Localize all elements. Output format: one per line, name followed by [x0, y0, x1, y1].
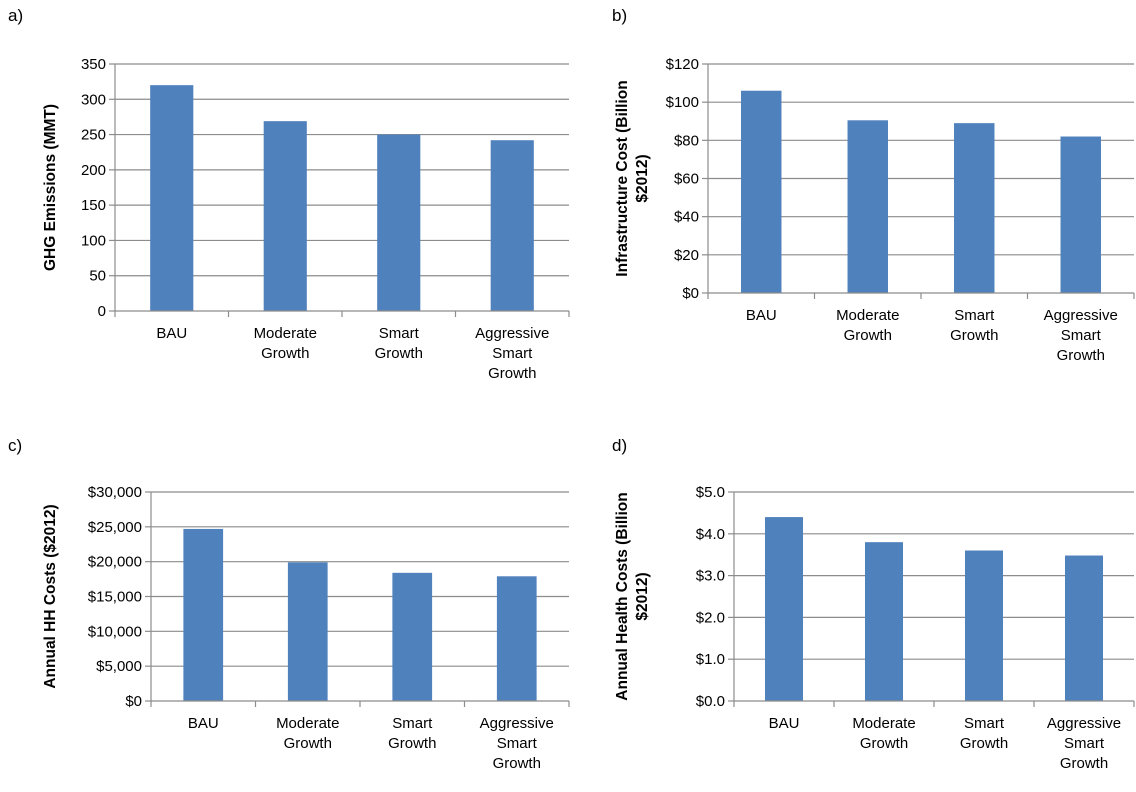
bar [496, 576, 537, 701]
category-label: Moderate Growth [276, 715, 339, 752]
bar [183, 528, 224, 701]
category-label: Aggressive Smart Growth [475, 325, 549, 382]
category-label: Smart Growth [950, 307, 998, 344]
panel-label-b: b) [612, 6, 628, 25]
category-label: BAU [188, 715, 219, 732]
panel-label-d: d) [612, 436, 628, 455]
y-tick-label: $3.0 [696, 568, 725, 585]
category-label: Moderate Growth [852, 715, 915, 752]
bar [490, 140, 534, 311]
category-label: Smart Growth [375, 325, 423, 362]
bar [847, 120, 888, 293]
bar [287, 562, 328, 701]
y-tick-label: $100 [666, 94, 699, 111]
category-label: Moderate Growth [836, 307, 899, 344]
y-tick-label: 250 [81, 127, 106, 144]
bar [150, 85, 194, 312]
panel-label-c: c) [8, 436, 23, 455]
bar [1065, 555, 1103, 701]
category-label: BAU [746, 307, 777, 324]
y-tick-label: $0 [682, 285, 699, 302]
y-tick-label: 100 [81, 232, 106, 249]
y-tick-label: 200 [81, 162, 106, 179]
y-tick-label: $0.0 [696, 693, 725, 710]
y-axis-title: Annual Health Costs (Billion $2012) [614, 492, 651, 700]
y-tick-label: $120 [666, 56, 699, 73]
y-tick-label: $20 [674, 247, 699, 264]
bar [865, 542, 903, 701]
category-label: Moderate Growth [254, 325, 317, 362]
bar [392, 572, 433, 701]
bar [965, 550, 1003, 701]
y-tick-label: $15,000 [88, 589, 142, 606]
y-tick-label: $20,000 [88, 554, 142, 571]
category-label: Smart Growth [388, 715, 436, 752]
y-tick-label: 150 [81, 197, 106, 214]
y-axis-title: GHG Emissions (MMT) [42, 104, 59, 271]
bar [741, 90, 782, 293]
category-label: BAU [769, 715, 800, 732]
y-tick-label: $2.0 [696, 609, 725, 626]
category-label: Aggressive Smart Growth [1047, 715, 1121, 772]
y-tick-label: $30,000 [88, 484, 142, 501]
y-tick-label: 300 [81, 91, 106, 108]
chart-b: $0 $20 $40 $60 $80 $100 $120 BAU Moderate Growth S… [614, 56, 1135, 364]
y-tick-label: $1.0 [696, 651, 725, 668]
y-tick-label: $10,000 [88, 623, 142, 640]
chart-d: $0.0 $1.0 $2.0 $3.0 $4.0 $5.0 BAU Moderate Growt… [614, 484, 1135, 772]
bar [1060, 136, 1101, 293]
y-tick-label: $80 [674, 132, 699, 149]
chart-a: 0 50 100 150 200 250 300 350 BAU Moderate Growth Sm… [42, 56, 570, 382]
y-tick-label: $40 [674, 209, 699, 226]
y-tick-label: 0 [98, 303, 106, 320]
category-label: BAU [156, 325, 187, 342]
category-label: Smart Growth [960, 715, 1008, 752]
category-label: Aggressive Smart Growth [480, 715, 554, 772]
y-axis-title: Infrastructure Cost (Billion $2012) [614, 80, 651, 276]
panel-label-a: a) [8, 6, 24, 25]
y-axis-title: Annual HH Costs ($2012) [42, 504, 59, 688]
y-tick-label: $25,000 [88, 519, 142, 536]
chart-c: $0 $5,000 $10,000 $15,000 $20,000 $25,000 $30,… [42, 484, 570, 772]
bar [377, 134, 421, 311]
y-tick-label: $4.0 [696, 526, 725, 543]
y-tick-label: $5,000 [96, 658, 142, 675]
y-tick-label: $5.0 [696, 484, 725, 501]
bar [765, 517, 803, 701]
bar [954, 123, 995, 294]
y-tick-label: $60 [674, 171, 699, 188]
y-tick-label: 350 [81, 56, 106, 73]
bar [263, 121, 307, 311]
y-tick-label: 50 [89, 268, 106, 285]
y-tick-label: $0 [125, 693, 142, 710]
category-label: Aggressive Smart Growth [1044, 307, 1118, 364]
